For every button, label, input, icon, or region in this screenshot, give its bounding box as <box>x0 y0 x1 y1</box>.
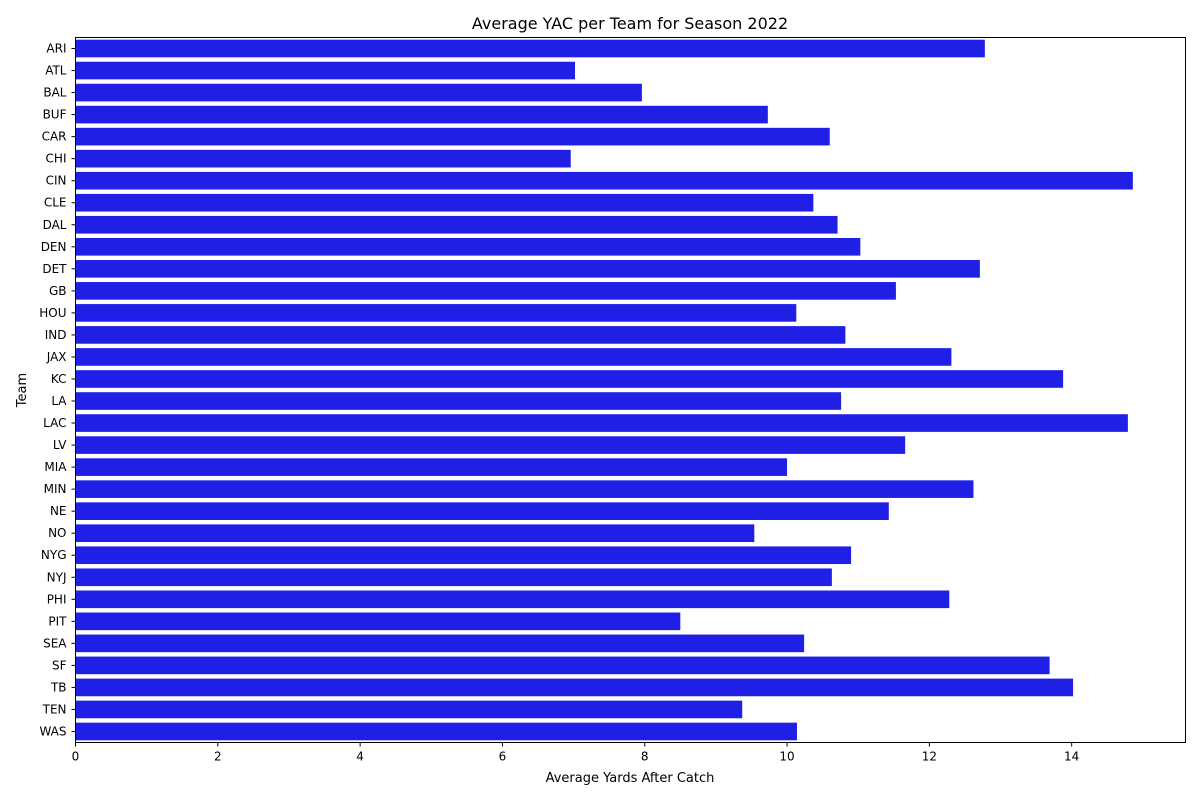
x-tick-label-6: 6 <box>499 750 507 764</box>
bar-buf <box>75 105 768 124</box>
y-tick-label-hou: HOU <box>39 306 66 320</box>
y-tick-label-kc: KC <box>51 372 67 386</box>
y-tick-label-lv: LV <box>53 438 67 452</box>
y-tick-label-ari: ARI <box>46 42 66 56</box>
bar-kc <box>75 370 1064 388</box>
x-tick-label-0: 0 <box>72 750 80 764</box>
y-tick-label-min: MIN <box>44 482 67 496</box>
y-tick-label-bal: BAL <box>43 86 66 100</box>
bar-atl <box>75 61 575 80</box>
x-axis-label: Average Yards After Catch <box>546 771 715 786</box>
x-tick-label-4: 4 <box>356 750 364 764</box>
bar-min <box>75 480 974 498</box>
bar-den <box>75 237 861 256</box>
y-tick-label-cin: CIN <box>46 174 67 188</box>
plot-frame <box>75 37 1186 743</box>
y-tick-label-sf: SF <box>52 658 67 672</box>
y-tick-label-gb: GB <box>49 284 67 298</box>
y-tick-label-atl: ATL <box>45 64 67 78</box>
x-tick-label-10: 10 <box>779 750 794 764</box>
y-tick-label-ne: NE <box>50 504 67 518</box>
bar-no <box>75 524 755 543</box>
bar-nyj <box>75 568 832 587</box>
y-tick-label-car: CAR <box>42 130 67 144</box>
x-axis: 0 2 4 6 8 10 12 14 <box>72 742 1079 764</box>
y-tick-label-cle: CLE <box>44 196 67 210</box>
bar-jax <box>75 348 952 366</box>
bar-lac <box>75 414 1128 432</box>
x-tick-label-14: 14 <box>1064 750 1079 764</box>
y-tick-label-det: DET <box>42 262 67 276</box>
bar-ne <box>75 502 889 520</box>
y-tick-label-lac: LAC <box>43 416 66 430</box>
y-tick-label-dal: DAL <box>43 218 67 232</box>
bar-ind <box>75 326 846 344</box>
y-tick-label-chi: CHI <box>46 152 67 166</box>
bar-sea <box>75 634 805 653</box>
bar-sf <box>75 656 1050 675</box>
bar-la <box>75 392 842 410</box>
bar-det <box>75 260 980 278</box>
bars-group <box>75 39 1133 741</box>
bar-tb <box>75 678 1074 697</box>
y-tick-label-mia: MIA <box>44 460 67 474</box>
y-tick-label-den: DEN <box>41 240 67 254</box>
y-tick-label-nyg: NYG <box>41 548 67 562</box>
bar-dal <box>75 215 838 234</box>
y-tick-label-pit: PIT <box>48 614 67 628</box>
bar-ten <box>75 700 743 719</box>
bar-lv <box>75 436 906 454</box>
y-tick-label-jax: JAX <box>46 350 67 364</box>
bar-gb <box>75 282 896 300</box>
bar-mia <box>75 458 788 476</box>
bar-cle <box>75 193 814 212</box>
x-tick-label-2: 2 <box>214 750 222 764</box>
y-tick-label-sea: SEA <box>43 636 67 650</box>
y-tick-label-la: LA <box>51 394 67 408</box>
bar-cin <box>75 171 1133 190</box>
bar-phi <box>75 590 950 609</box>
y-tick-label-tb: TB <box>50 680 67 694</box>
bar-nyg <box>75 546 852 565</box>
bar-hou <box>75 304 797 322</box>
bar-car <box>75 127 830 146</box>
y-tick-label-nyj: NYJ <box>47 570 67 584</box>
bar-chi <box>75 149 571 168</box>
y-tick-label-phi: PHI <box>47 592 67 606</box>
y-axis-label: Team <box>15 373 30 408</box>
y-axis: ARI ATL BAL BUF CAR CHI CIN CLE DAL DEN DET GB HOU IN… <box>39 42 76 738</box>
bar-pit <box>75 612 681 631</box>
y-tick-label-was: WAS <box>39 724 66 738</box>
chart-title: Average YAC per Team for Season 2022 <box>472 14 788 33</box>
x-tick-label-8: 8 <box>641 750 649 764</box>
x-tick-label-12: 12 <box>922 750 937 764</box>
y-tick-label-ten: TEN <box>42 702 67 716</box>
y-tick-label-no: NO <box>48 526 66 540</box>
y-tick-label-buf: BUF <box>43 108 67 122</box>
bar-was <box>75 722 797 741</box>
bar-bal <box>75 83 642 102</box>
y-tick-label-ind: IND <box>45 328 67 342</box>
bar-ari <box>75 39 985 58</box>
